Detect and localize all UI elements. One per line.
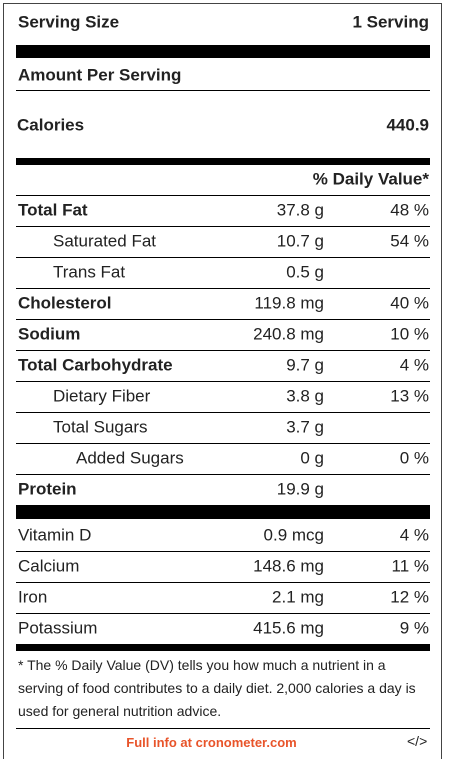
nutrient-name: Added Sugars — [76, 448, 184, 467]
nutrient-amount: 119.8 mg — [254, 293, 324, 312]
nutrient-amount: 0.5 g — [286, 262, 324, 281]
nutrient-daily-value: 54 % — [390, 231, 429, 250]
nutrient-daily-value: 4 % — [400, 355, 429, 374]
serving-label: Serving Size — [18, 12, 119, 31]
nutrient-amount: 19.9 g — [277, 479, 324, 498]
thick-rule — [16, 505, 430, 519]
embed-button[interactable]: </> — [407, 733, 428, 749]
thick-rule — [16, 644, 430, 651]
nutrient-name: Trans Fat — [53, 262, 125, 281]
nutrient-name: Potassium — [18, 618, 97, 637]
nutrient-name: Vitamin D — [18, 525, 91, 544]
nutrient-name: Calcium — [18, 556, 79, 575]
nutrient-daily-value: 9 % — [400, 618, 429, 637]
nutrient-daily-value: 0 % — [400, 448, 429, 467]
serving-value: 1 Serving — [352, 12, 429, 31]
nutrient-amount: 3.8 g — [286, 386, 324, 405]
nutrient-amount: 2.1 mg — [272, 587, 324, 606]
calories-label: Calories — [17, 115, 84, 134]
nutrient-name: Total Carbohydrate — [18, 355, 173, 374]
thick-rule — [16, 158, 430, 165]
nutrient-name: Protein — [18, 479, 77, 498]
cronometer-link[interactable]: Full info at cronometer.com — [126, 735, 297, 750]
nutrient-amount: 9.7 g — [286, 355, 324, 374]
nutrient-name: Saturated Fat — [53, 231, 156, 250]
nutrient-daily-value: 13 % — [390, 386, 429, 405]
footnote: * The % Daily Value (DV) tells you how m… — [18, 657, 416, 719]
nutrient-daily-value: 11 % — [392, 556, 430, 575]
nutrient-daily-value: 4 % — [400, 525, 429, 544]
amount-per-serving: Amount Per Serving — [18, 65, 181, 84]
label-border — [3, 3, 442, 759]
nutrient-name: Sodium — [18, 324, 80, 343]
nutrient-name: Dietary Fiber — [53, 386, 151, 405]
nutrient-amount: 0 g — [300, 448, 324, 467]
nutrient-daily-value: 10 % — [390, 324, 429, 343]
nutrient-name: Total Fat — [18, 200, 88, 219]
nutrient-daily-value: 48 % — [390, 200, 429, 219]
nutrient-amount: 415.6 mg — [253, 618, 324, 637]
nutrient-amount: 148.6 mg — [253, 556, 324, 575]
nutrient-amount: 10.7 g — [277, 231, 324, 250]
daily-value-header: % Daily Value* — [313, 169, 430, 188]
nutrient-name: Iron — [18, 587, 47, 606]
nutrient-amount: 240.8 mg — [253, 324, 324, 343]
nutrient-daily-value: 40 % — [390, 293, 429, 312]
nutrient-name: Cholesterol — [18, 293, 112, 312]
nutrient-amount: 37.8 g — [277, 200, 324, 219]
nutrient-amount: 0.9 mcg — [264, 525, 324, 544]
calories-value: 440.9 — [386, 115, 429, 134]
nutrient-daily-value: 12 % — [390, 587, 429, 606]
thick-rule — [16, 45, 430, 58]
nutrient-name: Total Sugars — [53, 417, 148, 436]
nutrient-amount: 3.7 g — [286, 417, 324, 436]
